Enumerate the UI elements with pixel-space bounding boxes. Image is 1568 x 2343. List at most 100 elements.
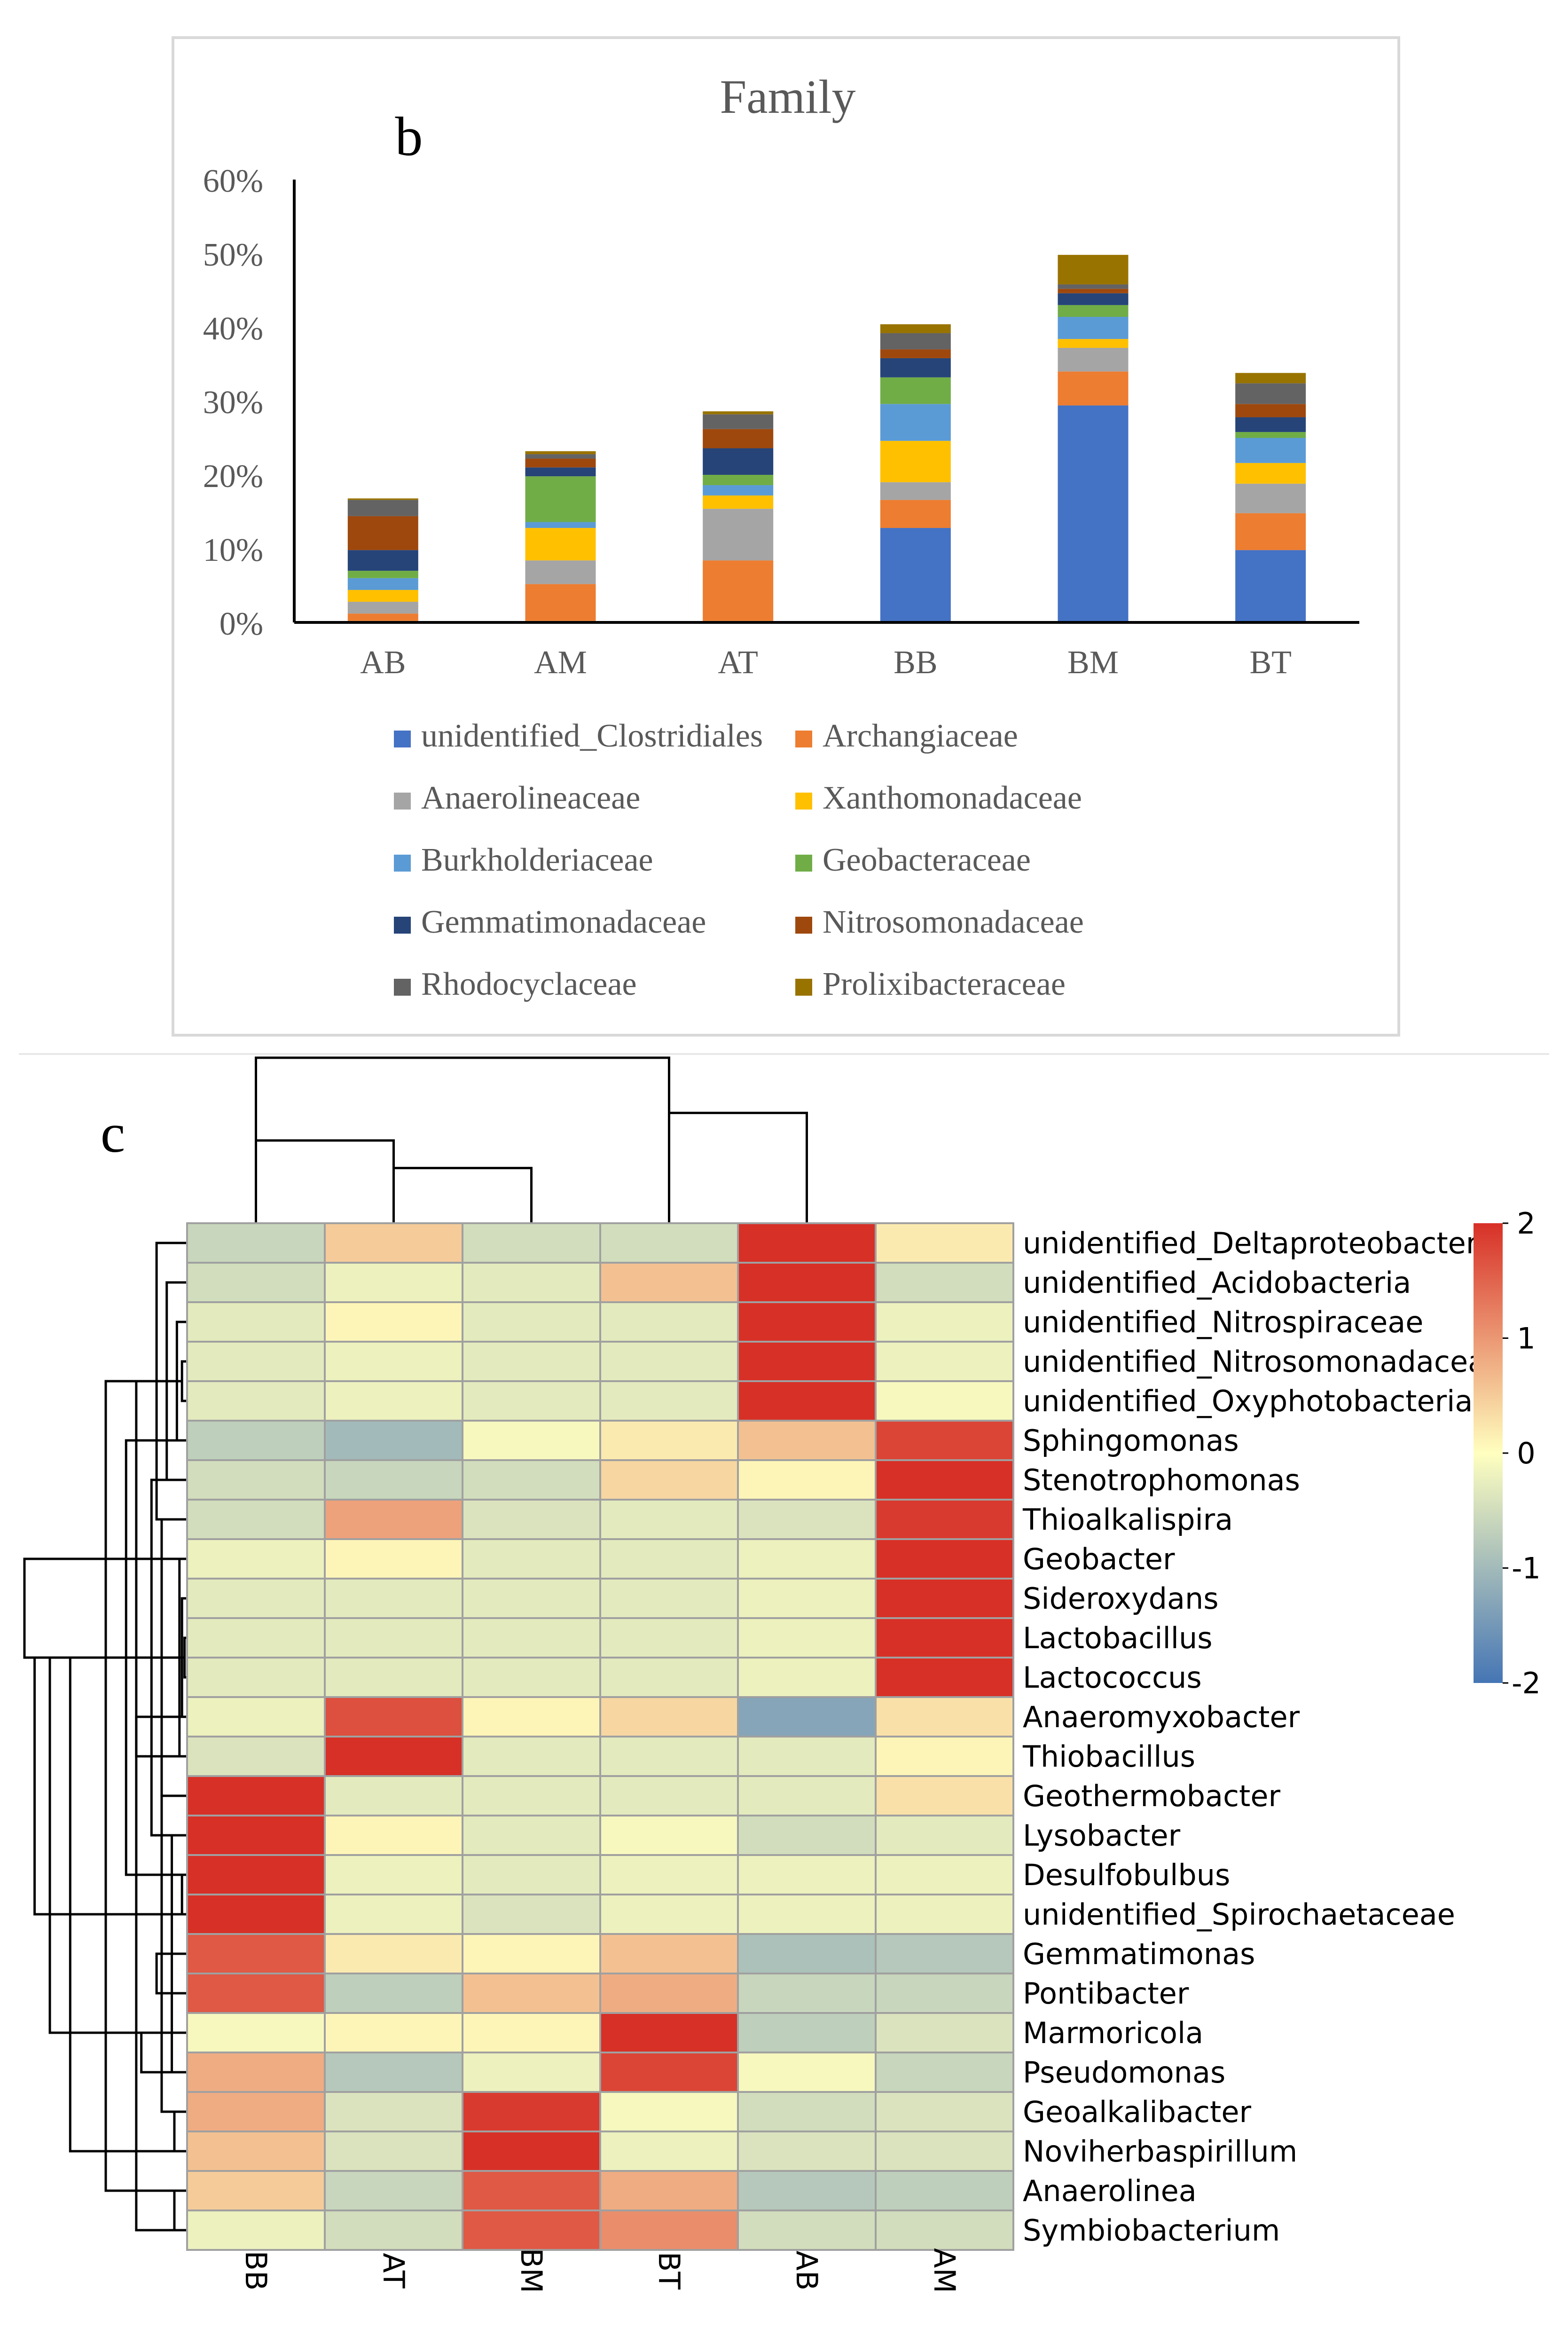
heatmap-cell — [186, 2091, 326, 2132]
heatmap-cell — [875, 1262, 1014, 1303]
heatmap-cell — [186, 1775, 326, 1816]
bar-segment-AT-5 — [703, 475, 774, 485]
heatmap-cell — [324, 1578, 463, 1619]
bar-segment-BT-5 — [1235, 432, 1306, 438]
heatmap-cell — [599, 2131, 739, 2172]
heatmap-cell — [462, 2209, 601, 2251]
bar-segment-BM-8 — [1058, 284, 1129, 289]
heatmap-cell — [462, 1894, 601, 1935]
heatmap-cell — [324, 1538, 463, 1580]
heatmap-cell — [186, 2170, 326, 2211]
panel-c-heatmap: c unidentified_Deltaproteobacteriauniden… — [23, 1056, 1541, 2293]
bar-segment-AM-3 — [525, 528, 596, 561]
bar-segment-BT-9 — [1235, 373, 1306, 384]
heatmap-cell — [737, 1736, 877, 1777]
heatmap-cell — [462, 2052, 601, 2093]
heatmap-cell — [324, 1617, 463, 1659]
heatmap-cells — [186, 1222, 1014, 2251]
heatmap-cell — [737, 1854, 877, 1895]
heatmap-cell — [875, 1499, 1014, 1540]
row-label: Lactococcus — [1023, 1660, 1202, 1695]
bar-segment-AM-2 — [525, 560, 596, 584]
heatmap-cell — [599, 1973, 739, 2014]
row-dendrogram-link — [173, 2189, 187, 2232]
column-label: AT — [376, 2253, 411, 2289]
heatmap-cell — [737, 1380, 877, 1422]
row-labels: unidentified_Deltaproteobacteria unidenti… — [1022, 1226, 1504, 2248]
heatmap-cell — [324, 1459, 463, 1501]
heatmap-cell — [875, 1617, 1014, 1659]
heatmap-cell — [599, 1459, 739, 1501]
heatmap-cell — [186, 1301, 326, 1343]
heatmap-cell — [324, 1933, 463, 1974]
x-tick-label: AM — [534, 645, 587, 681]
legend-swatch — [795, 793, 812, 810]
heatmap-cell — [737, 1578, 877, 1619]
x-tick-label: AT — [718, 645, 758, 681]
colorbar-gradient — [1474, 1223, 1503, 1683]
legend-label: Anaerolineaceae — [421, 780, 640, 816]
bar-segment-AT-9 — [703, 411, 774, 415]
bar-segment-AT-4 — [703, 485, 774, 495]
x-tick-label: BB — [894, 645, 937, 681]
heatmap-cell — [599, 2052, 739, 2093]
heatmap-cell — [186, 1222, 326, 1264]
heatmap-cell — [599, 2170, 739, 2211]
bar-segment-BB-8 — [880, 333, 951, 350]
bar-segment-AM-6 — [525, 467, 596, 477]
heatmap-cell — [186, 1578, 326, 1619]
legend-swatch — [795, 855, 812, 872]
heatmap-cell — [599, 1341, 739, 1382]
row-label: Geobacter — [1023, 1542, 1175, 1576]
bar-segment-BB-6 — [880, 358, 951, 377]
bar-segment-AB-6 — [347, 550, 418, 571]
bar-segment-BB-5 — [880, 377, 951, 404]
colorbar-tick-label: 0 — [1517, 1436, 1535, 1470]
colorbar-tick-label: -2 — [1512, 1666, 1541, 1700]
y-tick-label: 10% — [203, 532, 263, 568]
heatmap-cell — [324, 2012, 463, 2053]
bar-segment-BB-4 — [880, 404, 951, 441]
heatmap-cell — [462, 1617, 601, 1659]
heatmap-cell — [737, 1499, 877, 1540]
bar-segment-BM-9 — [1058, 255, 1129, 284]
heatmap-cell — [737, 2170, 877, 2211]
heatmap-cell — [599, 1538, 739, 1580]
column-label: BB — [239, 2250, 273, 2290]
heatmap-cell — [737, 1696, 877, 1738]
heatmap-cell — [186, 2131, 326, 2172]
legend-swatch — [394, 731, 411, 747]
heatmap-cell — [599, 1815, 739, 1856]
legend-swatch — [394, 855, 411, 872]
bar-segment-BM-6 — [1058, 293, 1129, 305]
bar-segment-AT-6 — [703, 448, 774, 475]
y-axis-ticks: 0% 10% 20% 30% 40% 50% 60% — [203, 163, 263, 642]
bar-segment-AB-5 — [347, 571, 418, 578]
heatmap-cell — [737, 2209, 877, 2251]
heatmap-cell — [875, 1380, 1014, 1422]
heatmap-cell — [324, 1696, 463, 1738]
heatmap-cell — [737, 2012, 877, 2053]
row-dendrogram-link — [183, 1636, 187, 1679]
row-label: Pseudomonas — [1023, 2055, 1225, 2090]
row-label: Symbiobacterium — [1023, 2213, 1280, 2248]
bar-segment-BM-5 — [1058, 305, 1129, 317]
heatmap-cell — [875, 1538, 1014, 1580]
bar-segment-BT-3 — [1235, 463, 1306, 484]
legend-swatch — [795, 731, 812, 747]
column-dendrogram-link — [392, 1167, 533, 1223]
heatmap-cell — [875, 2170, 1014, 2211]
legend-label: Geobacteraceae — [823, 842, 1031, 878]
legend-label: Nitrosomonadaceae — [823, 904, 1084, 940]
heatmap-cell — [737, 1420, 877, 1461]
heatmap-cell — [324, 1341, 463, 1382]
heatmap-cell — [186, 1459, 326, 1501]
row-label: Noviherbaspirillum — [1023, 2134, 1297, 2169]
heatmap-cell — [737, 1894, 877, 1935]
column-label: AB — [790, 2251, 824, 2291]
column-dendrogram-link — [255, 1139, 395, 1223]
heatmap-cell — [875, 1420, 1014, 1461]
heatmap-cell — [324, 1736, 463, 1777]
row-dendrogram-link — [155, 1952, 187, 1995]
column-dendrogram-link — [255, 1056, 670, 1223]
